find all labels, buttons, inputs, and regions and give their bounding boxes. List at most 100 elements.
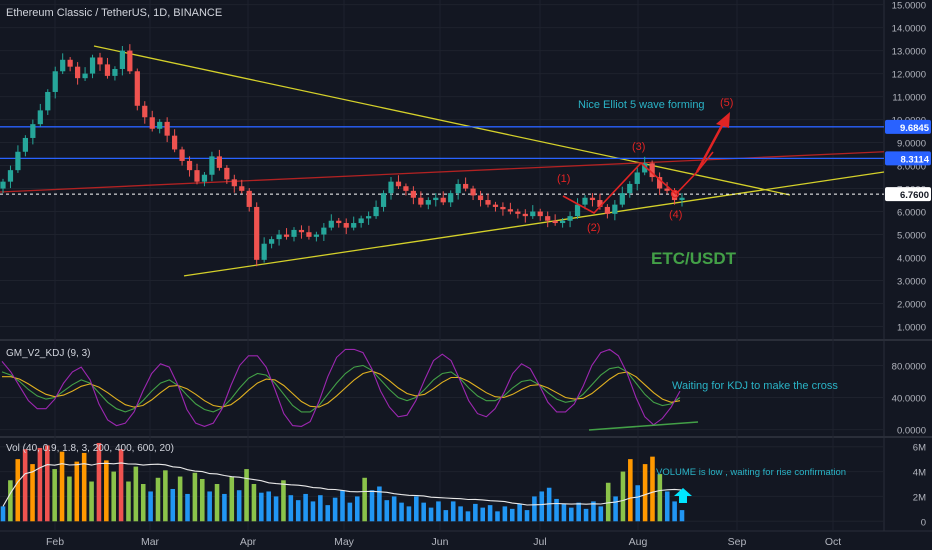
volume-bar[interactable] [487, 505, 493, 522]
volume-bar[interactable] [517, 503, 522, 522]
volume-bar[interactable] [421, 502, 426, 522]
candle-body[interactable] [671, 190, 678, 201]
candle-body[interactable] [545, 216, 551, 221]
candle-body[interactable] [239, 186, 245, 191]
volume-bar[interactable] [118, 449, 124, 522]
candle-body[interactable] [537, 211, 543, 217]
volume-bar[interactable] [576, 502, 581, 522]
volume-bar[interactable] [347, 502, 353, 522]
volume-bar[interactable] [126, 481, 131, 522]
candle-body[interactable] [45, 91, 51, 111]
price-axis[interactable]: 1.00002.00003.00004.00005.00006.00007.00… [892, 1, 926, 334]
volume-title[interactable]: Vol (40, 0.9, 1.8, 3, 200, 400, 600, 20) [6, 443, 174, 454]
candle-body[interactable] [313, 234, 319, 237]
volume-bar[interactable] [628, 459, 633, 522]
candle-body[interactable] [157, 121, 163, 129]
kdj-indicator-pane[interactable]: 0.0000 40.0000 80.0000 [0, 348, 926, 437]
volume-bar[interactable] [111, 471, 116, 522]
volume-bar[interactable] [177, 476, 183, 522]
candle-body[interactable] [269, 239, 275, 244]
volume-bar[interactable] [310, 501, 316, 522]
volume-indicator-pane[interactable]: 0 2M 4M 6M [0, 443, 926, 529]
candle-body[interactable] [97, 57, 103, 65]
candle-body[interactable] [343, 223, 349, 228]
volume-bar[interactable] [266, 491, 271, 522]
volume-bar[interactable] [44, 445, 50, 522]
candle-body[interactable] [463, 183, 469, 189]
candle-body[interactable] [574, 204, 581, 217]
volume-bar[interactable] [96, 442, 102, 522]
candle-body[interactable] [410, 190, 416, 198]
volume-bar[interactable] [288, 495, 294, 522]
volume-bar[interactable] [295, 500, 301, 522]
candle-body[interactable] [507, 209, 513, 212]
candle-body[interactable] [530, 211, 536, 217]
volume-bar[interactable] [450, 501, 456, 522]
candle-body[interactable] [679, 197, 685, 201]
candle-body[interactable] [37, 110, 43, 125]
candle-body[interactable] [172, 135, 178, 150]
volume-bar[interactable] [318, 495, 323, 522]
candle-body[interactable] [52, 71, 58, 92]
trend-lines[interactable] [0, 45, 885, 277]
volume-bar[interactable] [229, 476, 235, 522]
volume-bar[interactable] [554, 498, 559, 522]
candlestick-series[interactable] [0, 44, 685, 267]
candle-body[interactable] [500, 206, 506, 210]
volume-bar[interactable] [192, 472, 198, 522]
candle-body[interactable] [366, 216, 372, 219]
candle-body[interactable] [321, 227, 327, 235]
volume-bar[interactable] [332, 497, 338, 522]
candle-body[interactable] [89, 57, 96, 74]
candle-body[interactable] [119, 50, 125, 69]
volume-bar[interactable] [30, 464, 35, 522]
candle-body[interactable] [440, 197, 446, 203]
volume-bar[interactable] [199, 479, 205, 522]
candle-body[interactable] [649, 163, 655, 178]
candle-body[interactable] [448, 193, 454, 203]
volume-bar[interactable] [443, 510, 449, 522]
candle-body[interactable] [30, 124, 36, 138]
candle-body[interactable] [283, 234, 290, 237]
volume-bar[interactable] [59, 451, 65, 522]
volume-bar[interactable] [664, 491, 670, 522]
descending-resistance-line[interactable] [93, 45, 791, 196]
volume-bar[interactable] [465, 511, 471, 522]
volume-bar[interactable] [613, 496, 618, 522]
candle-body[interactable] [560, 220, 566, 224]
candle-body[interactable] [298, 229, 305, 233]
candle-body[interactable] [373, 206, 379, 217]
candle-body[interactable] [522, 213, 528, 217]
candle-body[interactable] [15, 151, 21, 171]
candle-body[interactable] [104, 64, 111, 76]
candle-body[interactable] [418, 197, 424, 205]
volume-bar[interactable] [259, 492, 264, 522]
candle-body[interactable] [276, 234, 282, 240]
candle-body[interactable] [634, 172, 640, 184]
candle-body[interactable] [134, 71, 140, 106]
candle-body[interactable] [306, 232, 312, 237]
volume-bar[interactable] [532, 496, 537, 522]
volume-bar[interactable] [74, 461, 80, 522]
candle-body[interactable] [254, 206, 260, 260]
candle-body[interactable] [127, 50, 133, 72]
kdj-support-line[interactable] [588, 421, 699, 431]
volume-bar[interactable] [591, 501, 596, 522]
candle-body[interactable] [60, 59, 66, 72]
candle-body[interactable] [291, 229, 297, 237]
candle-body[interactable] [604, 206, 610, 214]
candle-body[interactable] [231, 179, 237, 187]
candle-body[interactable] [67, 59, 73, 67]
volume-bar[interactable] [133, 466, 139, 522]
volume-bar[interactable] [598, 506, 604, 522]
volume-bar[interactable] [569, 507, 574, 522]
volume-bar[interactable] [657, 474, 663, 522]
candle-body[interactable] [657, 177, 663, 189]
candle-body[interactable] [664, 188, 670, 191]
volume-bar[interactable] [22, 449, 28, 522]
volume-bar[interactable] [244, 469, 249, 522]
volume-bar[interactable] [214, 484, 220, 522]
candle-body[interactable] [0, 181, 6, 189]
volume-bar[interactable] [473, 503, 478, 522]
